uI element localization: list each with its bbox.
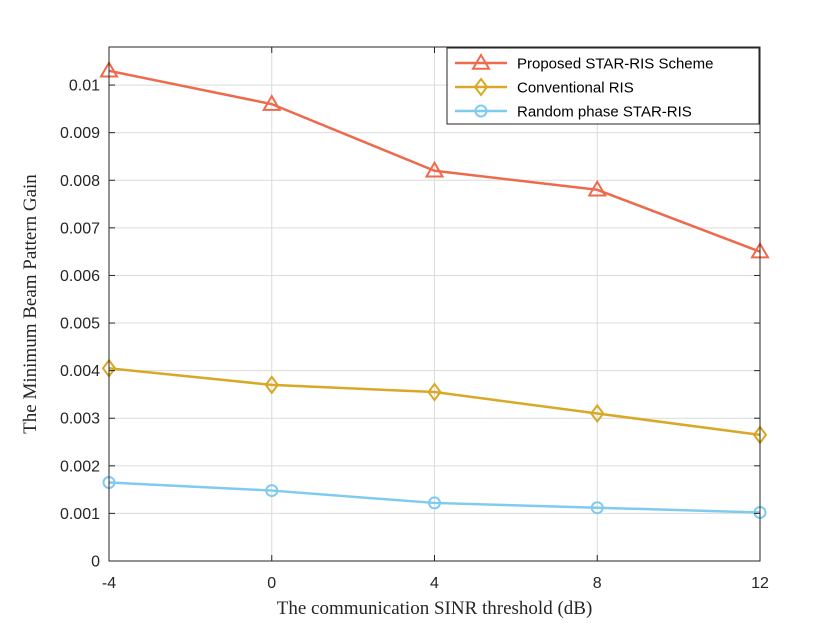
y-axis-label: The Minimum Beam Pattern Gain	[20, 174, 41, 434]
legend-label: Random phase STAR-RIS	[517, 104, 692, 121]
x-tick-label: 8	[593, 575, 602, 592]
data-point-triangle	[587, 179, 607, 197]
y-tick-label: 0.003	[60, 411, 100, 428]
data-point-circle	[265, 484, 279, 498]
grid-lines	[108, 47, 761, 562]
y-tick-label: 0.008	[60, 173, 100, 190]
y-tick-label: 0.007	[60, 220, 100, 237]
x-axis-label: The communication SINR threshold (dB)	[277, 598, 593, 619]
legend-entry: Conventional RIS	[455, 77, 634, 97]
legend-label: Conventional RIS	[517, 80, 634, 97]
data-point-circle	[428, 496, 441, 510]
data-point-diamond	[590, 403, 605, 424]
y-tick-label: 0.009	[60, 125, 100, 142]
data-point-circle	[590, 501, 604, 515]
data-point-diamond	[427, 382, 442, 402]
y-tick-label: 0.005	[60, 316, 100, 333]
legend-marker-diamond	[473, 77, 489, 97]
legend-entry: Random phase STAR-RIS	[455, 104, 692, 121]
data-point-diamond	[264, 375, 279, 395]
series-circle	[102, 475, 767, 519]
series-line	[108, 367, 761, 437]
x-tick-label: 0	[267, 575, 276, 592]
axis-ticks: -4 0 4 8 1200.0010.0020.0030.0040.0050.0060.…	[60, 47, 769, 592]
x-tick-label: 12	[751, 575, 769, 592]
y-tick-label: 0.004	[60, 363, 100, 380]
legend-marker-circle	[474, 104, 488, 118]
series-line	[108, 481, 761, 514]
y-tick-label: 0.006	[60, 268, 100, 285]
series-line	[108, 69, 761, 253]
y-tick-label: 0.002	[60, 458, 100, 475]
legend-entry: Proposed STAR-RIS Scheme	[455, 53, 713, 73]
y-tick-label: 0.001	[60, 506, 100, 523]
legend-label: Proposed STAR-RIS Scheme	[517, 56, 713, 73]
y-tick-label: 0	[91, 554, 100, 571]
x-tick-label: 4	[430, 575, 439, 592]
legend: Proposed STAR-RIS Scheme Conventional RIS…	[446, 47, 760, 125]
y-tick-label: 0.01	[69, 78, 100, 95]
data-point-triangle	[424, 160, 445, 178]
x-tick-label: -4	[102, 575, 116, 592]
data-point-triangle	[262, 94, 282, 111]
legend-marker-triangle	[471, 53, 491, 70]
